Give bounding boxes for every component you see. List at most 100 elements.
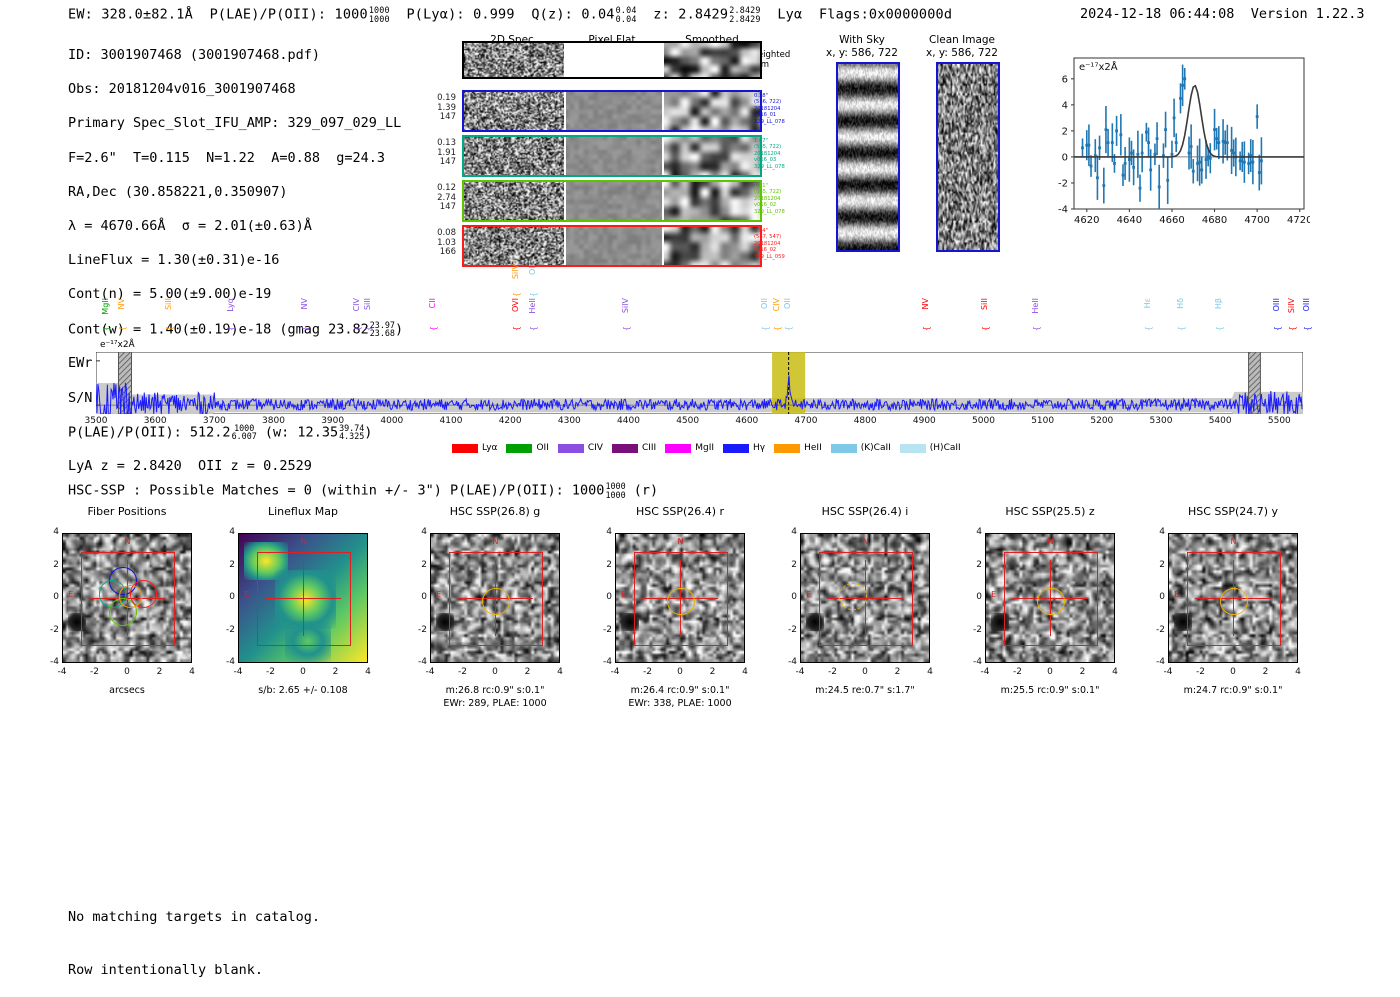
qz-label: Q(z): bbox=[531, 6, 573, 23]
emission-line-labels: e⁻¹⁷x2Å MgII {NV {SiII {Lyα {NV {CIV {SiII {CII {… bbox=[96, 264, 1312, 354]
detection-info-block: ID: 3001907468 (3001907468.pdf) Obs: 201… bbox=[68, 30, 403, 493]
cutout-y-tick: 4 bbox=[53, 527, 59, 537]
fiber-pixelflat bbox=[566, 137, 662, 175]
info-line: RA,Dec (30.858221,0.350907) bbox=[68, 183, 288, 200]
cutout-x-tick: -2 bbox=[1013, 667, 1022, 677]
cutout-x-tick: 2 bbox=[894, 667, 901, 677]
line-brace: { bbox=[1273, 326, 1283, 332]
line-label: OVI bbox=[511, 298, 521, 312]
cutout-y-tick: 2 bbox=[421, 559, 427, 570]
fiber-meta: 0.38" (586, 722) 20181204 v016_01 329_LL… bbox=[754, 93, 785, 125]
line-label: SiII bbox=[163, 298, 173, 311]
legend-label: Lyα bbox=[482, 443, 498, 453]
cutout-title: Fiber Positions bbox=[87, 505, 167, 518]
cutout-caption: m:26.8 rc:0.9" s:0.1" EWr: 289, PLAE: 100… bbox=[443, 685, 547, 709]
cutout-y-tick: 0 bbox=[606, 592, 612, 602]
line-label: MgII bbox=[100, 298, 110, 315]
cutout-x-tick: -2 bbox=[828, 667, 837, 677]
cutout-x-tick: 4 bbox=[189, 667, 195, 677]
cutout-x-tick: 4 bbox=[742, 667, 748, 677]
info-line: ID: 3001907468 (3001907468.pdf) bbox=[68, 47, 320, 64]
line-brace: { bbox=[772, 326, 782, 332]
legend-label: MgII bbox=[695, 443, 715, 453]
line-label: Hβ bbox=[1214, 298, 1224, 310]
compass-north: N bbox=[1230, 536, 1237, 546]
cutout-title: HSC SSP(25.5) z bbox=[1005, 505, 1095, 518]
cutout-y-tick: 2 bbox=[229, 559, 235, 570]
line-brace: { bbox=[922, 326, 932, 332]
line-label: SiIV bbox=[511, 264, 521, 280]
legend-label: OII bbox=[536, 443, 549, 453]
cutout-y-tick: 4 bbox=[606, 527, 612, 537]
spectrum-tick: 3900 bbox=[321, 416, 345, 426]
line-label: CIV bbox=[771, 298, 781, 312]
legend-swatch bbox=[452, 443, 478, 453]
cutout-x-tick: -4 bbox=[795, 667, 805, 677]
line-brace: { bbox=[760, 326, 770, 332]
legend-item: MgII bbox=[665, 443, 714, 453]
cutout-x-tick: 2 bbox=[156, 667, 163, 677]
red-aperture-box bbox=[1186, 551, 1282, 647]
spectrum-tick: 4600 bbox=[735, 416, 759, 426]
compass-north: N bbox=[124, 536, 131, 546]
spectrum-x-axis: 3500 3600 3700 3800 3900 4000 4100 4200 4300 4400… bbox=[85, 414, 1303, 434]
plae-value: 1000 bbox=[334, 6, 368, 23]
line-brace: { bbox=[528, 326, 538, 332]
compass-north: N bbox=[300, 536, 307, 546]
cutout-caption: m:25.5 rc:0.9" s:0.1" bbox=[1000, 685, 1100, 696]
cutout-y-tick: 4 bbox=[1159, 527, 1165, 537]
svg-text:6: 6 bbox=[1062, 74, 1068, 85]
cutout-y-tick: -2 bbox=[788, 624, 797, 635]
bottom-note: No matching targets in catalog. Row inte… bbox=[68, 874, 320, 997]
timestamp-version: 2024-12-18 06:44:08 Version 1.22.3 bbox=[1080, 6, 1365, 22]
svg-text:4660: 4660 bbox=[1159, 215, 1184, 226]
info-line: LineFlux = 1.30(±0.31)e-16 bbox=[68, 252, 280, 269]
line-brace: { bbox=[352, 326, 362, 332]
header-summary-line: EW: 328.0±82.1Å P(LAE)/P(OII): 10001000 1… bbox=[68, 6, 952, 23]
line-brace: { bbox=[1215, 326, 1225, 332]
plae-bounds: 1000 1000 bbox=[368, 5, 390, 24]
cutout-y-tick: -2 bbox=[50, 624, 59, 635]
compass-east: E bbox=[991, 590, 997, 600]
aperture-circle bbox=[1037, 587, 1065, 616]
cutout-y-tick: -4 bbox=[788, 657, 797, 667]
spectrum-tick: 5300 bbox=[1149, 416, 1173, 426]
spectrum-tick: 5500 bbox=[1267, 416, 1291, 426]
line-brace: { bbox=[528, 292, 538, 298]
image-pixels bbox=[838, 64, 898, 250]
cutout-x-tick: 0 bbox=[677, 667, 683, 677]
sky-image-panels: With Sky x, y: 586, 722 Clean Image x, y: 5… bbox=[824, 34, 1014, 259]
z-value: 2.8429 bbox=[678, 6, 729, 23]
hsc-plae-bounds: 1000 1000 bbox=[605, 481, 626, 500]
svg-text:e⁻¹⁷x2Å: e⁻¹⁷x2Å bbox=[1079, 60, 1118, 73]
qz-bounds: 0.04 0.04 bbox=[615, 5, 637, 24]
cutout-y-tick: -2 bbox=[418, 624, 427, 635]
compass-north: N bbox=[677, 536, 684, 546]
spectrum-tick: 4100 bbox=[439, 416, 463, 426]
cutout-y-tick: -4 bbox=[418, 657, 427, 667]
cutout-x-tick: 4 bbox=[365, 667, 371, 677]
info-line: Obs: 20181204v016_3001907468 bbox=[68, 81, 296, 98]
cutout-x-tick: -4 bbox=[233, 667, 243, 677]
legend-swatch bbox=[506, 443, 533, 453]
plya-value: 0.999 bbox=[473, 6, 515, 23]
line-brace: { bbox=[429, 326, 439, 332]
spectrum-tick: 4300 bbox=[557, 416, 581, 426]
legend-swatch bbox=[665, 443, 692, 453]
fiber-2dspec bbox=[464, 182, 564, 220]
cutout-y-tick: -4 bbox=[973, 657, 982, 667]
line-label: SiII bbox=[980, 298, 990, 311]
cutout-y-tick: 2 bbox=[53, 559, 59, 570]
spectrum-strips bbox=[462, 17, 762, 267]
fiber-strip bbox=[462, 225, 762, 267]
image-panel-title: Clean Image bbox=[928, 34, 996, 46]
line-label: OIII bbox=[1272, 298, 1282, 312]
cutout-title: HSC SSP(26.8) g bbox=[449, 505, 541, 518]
